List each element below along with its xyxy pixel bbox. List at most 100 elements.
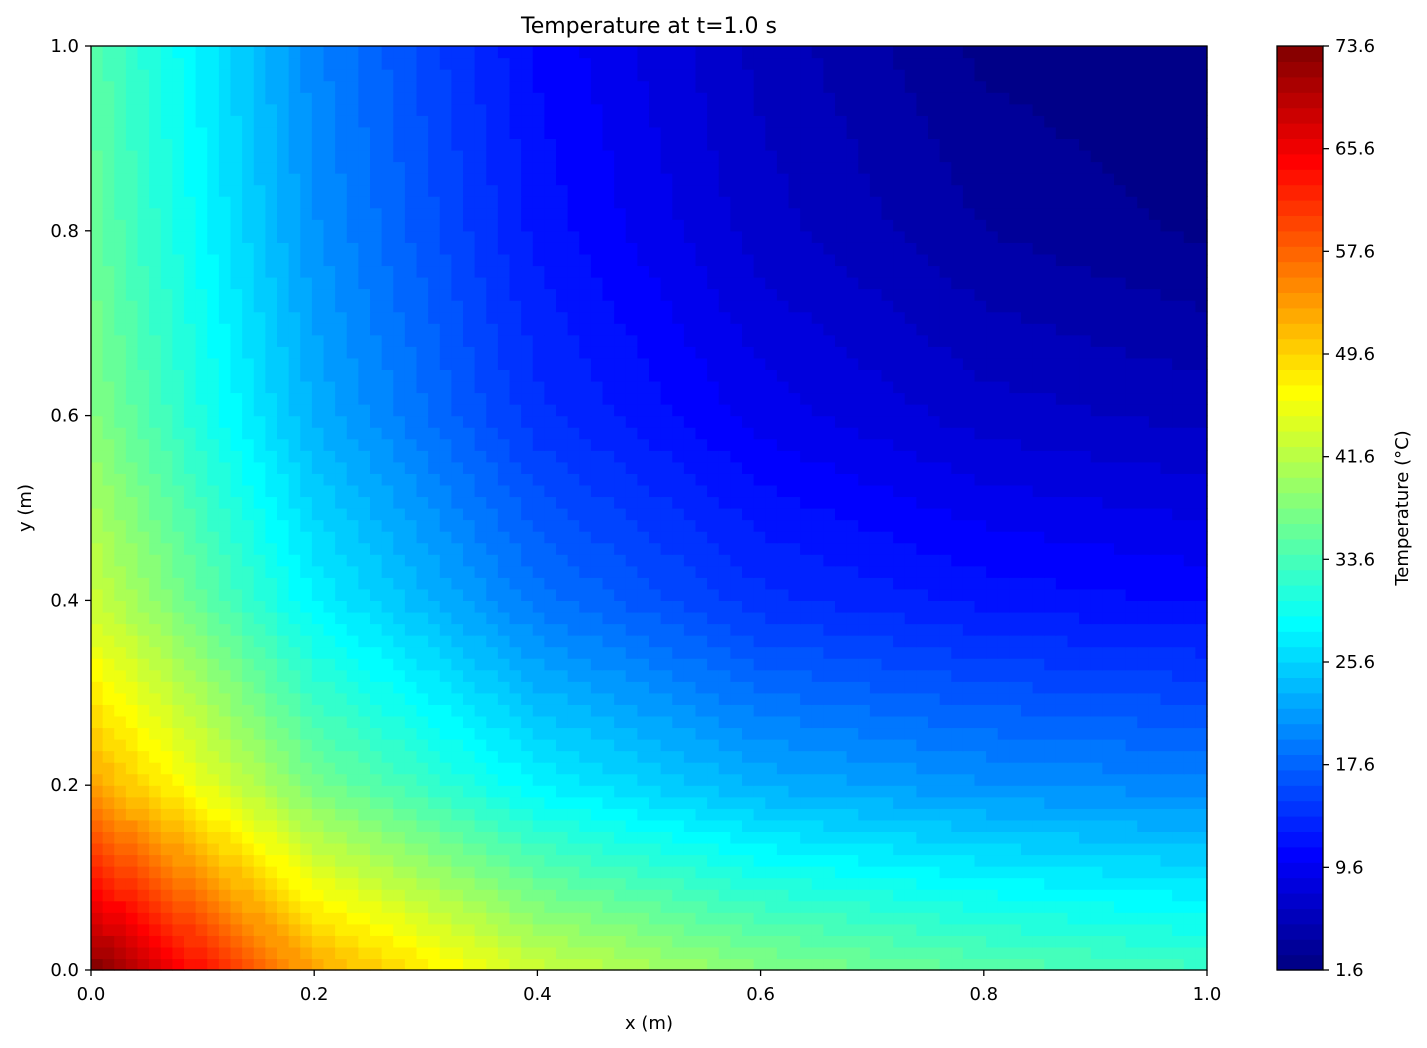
- heatmap-cell: [346, 369, 359, 382]
- heatmap-cell: [393, 831, 406, 844]
- heatmap-cell: [1160, 369, 1173, 382]
- heatmap-cell: [474, 958, 487, 971]
- heatmap-cell: [370, 404, 383, 417]
- heatmap-cell: [835, 912, 848, 925]
- heatmap-cell: [311, 658, 325, 671]
- heatmap-cell: [881, 831, 894, 844]
- heatmap-cell: [137, 704, 150, 717]
- heatmap-cell: [288, 554, 301, 567]
- heatmap-cell: [532, 369, 545, 382]
- heatmap-cell: [1125, 508, 1138, 521]
- heatmap-cell: [509, 600, 522, 613]
- heatmap-cell: [335, 658, 348, 671]
- heatmap-cell: [1125, 554, 1138, 567]
- heatmap-cell: [730, 531, 743, 544]
- heatmap-cell: [1102, 438, 1115, 451]
- heatmap-cell: [683, 542, 697, 555]
- heatmap-cell: [300, 889, 313, 902]
- heatmap-cell: [811, 554, 824, 567]
- heatmap-cell: [149, 739, 162, 752]
- heatmap-cell: [672, 866, 685, 879]
- heatmap-cell: [160, 519, 173, 532]
- heatmap-cell: [335, 889, 348, 902]
- heatmap-cell: [858, 877, 871, 890]
- heatmap-cell: [776, 669, 790, 682]
- heatmap-cell: [497, 519, 511, 532]
- heatmap-cell: [718, 519, 731, 532]
- heatmap-cell: [672, 831, 685, 844]
- heatmap-cell: [1079, 473, 1092, 486]
- heatmap-cell: [776, 577, 790, 590]
- heatmap-cell: [660, 727, 673, 740]
- heatmap-cell: [765, 715, 778, 729]
- heatmap-cell: [858, 796, 871, 809]
- heatmap-cell: [172, 727, 185, 740]
- heatmap-cell: [323, 404, 336, 417]
- heatmap-cell: [579, 704, 592, 717]
- heatmap-cell: [835, 531, 848, 544]
- heatmap-cell: [544, 912, 557, 925]
- heatmap-cell: [1114, 438, 1127, 451]
- heatmap-cell: [556, 484, 569, 498]
- heatmap-cell: [1160, 785, 1173, 798]
- heatmap-cell: [184, 866, 197, 879]
- heatmap-cell: [730, 450, 743, 463]
- heatmap-cell: [730, 958, 743, 971]
- heatmap-cell: [846, 623, 859, 636]
- heatmap-cell: [928, 473, 941, 486]
- heatmap-cell: [160, 739, 173, 752]
- heatmap-cell: [742, 646, 755, 659]
- heatmap-cell: [718, 623, 731, 636]
- heatmap-cell: [974, 484, 987, 498]
- heatmap-cell: [265, 808, 278, 821]
- heatmap-cell: [451, 773, 464, 786]
- heatmap-cell: [788, 877, 801, 890]
- heatmap-cell: [788, 842, 801, 856]
- heatmap-cell: [91, 588, 104, 601]
- heatmap-cell: [172, 923, 185, 936]
- heatmap-cell: [695, 450, 708, 463]
- heatmap-cell: [893, 831, 906, 844]
- heatmap-cell: [1160, 508, 1173, 521]
- heatmap-cell: [416, 750, 429, 763]
- heatmap-cell: [137, 935, 150, 948]
- heatmap-cell: [660, 450, 673, 463]
- heatmap-cell: [335, 750, 348, 763]
- heatmap-cell: [625, 935, 638, 948]
- heatmap-cell: [567, 681, 580, 694]
- heatmap-cell: [846, 369, 859, 382]
- heatmap-cell: [660, 796, 673, 809]
- heatmap-cell: [137, 958, 150, 971]
- heatmap-cell: [916, 842, 929, 856]
- heatmap-cell: [939, 935, 952, 948]
- heatmap-cell: [311, 762, 325, 775]
- heatmap-cell: [556, 796, 569, 809]
- heatmap-cell: [114, 484, 127, 498]
- heatmap-cell: [939, 946, 952, 960]
- heatmap-cell: [695, 473, 708, 486]
- heatmap-cell: [742, 715, 755, 729]
- heatmap-cell: [1090, 866, 1103, 879]
- heatmap-cell: [672, 842, 685, 856]
- heatmap-cell: [788, 796, 801, 809]
- heatmap-cell: [137, 450, 150, 463]
- heatmap-cell: [1021, 554, 1034, 567]
- heatmap-cell: [242, 588, 255, 601]
- heatmap-cell: [370, 900, 383, 913]
- heatmap-cell: [869, 739, 883, 752]
- heatmap-cell: [788, 496, 801, 509]
- heatmap-cell: [672, 819, 685, 832]
- heatmap-cell: [753, 842, 766, 856]
- heatmap-cell: [463, 704, 476, 717]
- heatmap-cell: [893, 392, 906, 405]
- heatmap-cell: [835, 635, 848, 648]
- heatmap-cell: [451, 600, 464, 613]
- heatmap-cell: [660, 554, 673, 567]
- heatmap-cell: [125, 392, 139, 405]
- heatmap-cell: [835, 450, 848, 463]
- heatmap-cell: [590, 935, 604, 948]
- heatmap-cell: [858, 427, 871, 440]
- heatmap-cell: [218, 588, 232, 601]
- heatmap-cell: [1009, 611, 1022, 625]
- heatmap-cell: [869, 727, 883, 740]
